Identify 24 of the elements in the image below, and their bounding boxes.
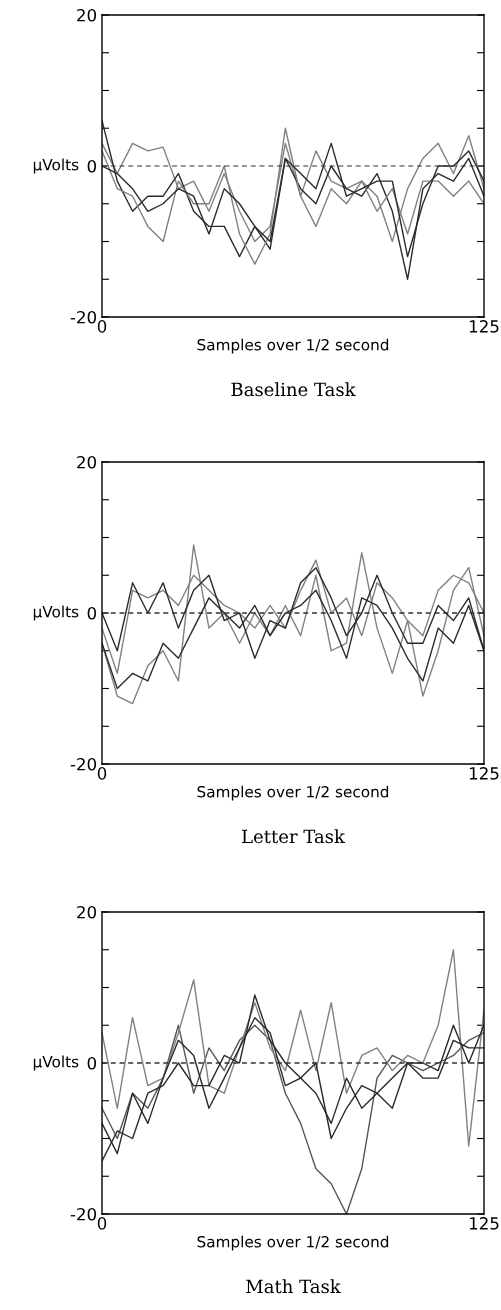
text: Letter Task bbox=[242, 829, 346, 844]
x-axis-title: Samples over 1/2 second bbox=[197, 338, 389, 354]
y-axis-title: μVolts bbox=[33, 605, 79, 621]
y-axis-title: μVolts bbox=[33, 1055, 79, 1071]
line-series bbox=[102, 949, 484, 1147]
line-series bbox=[102, 994, 484, 1162]
x-tick-label: 125 bbox=[469, 1217, 499, 1230]
y-tick-label: 0 bbox=[87, 1056, 97, 1070]
y-tick-label: 0 bbox=[87, 606, 97, 620]
line-series bbox=[102, 544, 484, 705]
x-axis-title: Samples over 1/2 second bbox=[197, 1235, 389, 1251]
x-axis-title: Samples over 1/2 second bbox=[197, 785, 389, 801]
text: Math Task bbox=[246, 1279, 341, 1294]
x-tick-label: 125 bbox=[469, 320, 499, 333]
y-tick-label: 20 bbox=[77, 455, 97, 469]
text: Baseline Task bbox=[231, 382, 356, 397]
y-tick-label: -20 bbox=[70, 757, 97, 771]
x-tick-label: 125 bbox=[469, 767, 499, 780]
y-axis-title: μVolts bbox=[33, 158, 79, 174]
y-tick-label: 0 bbox=[87, 159, 97, 173]
y-tick-label: -20 bbox=[70, 310, 97, 324]
y-tick-label: 20 bbox=[77, 905, 97, 919]
y-tick-label: 20 bbox=[77, 8, 97, 22]
y-tick-label: -20 bbox=[70, 1207, 97, 1221]
